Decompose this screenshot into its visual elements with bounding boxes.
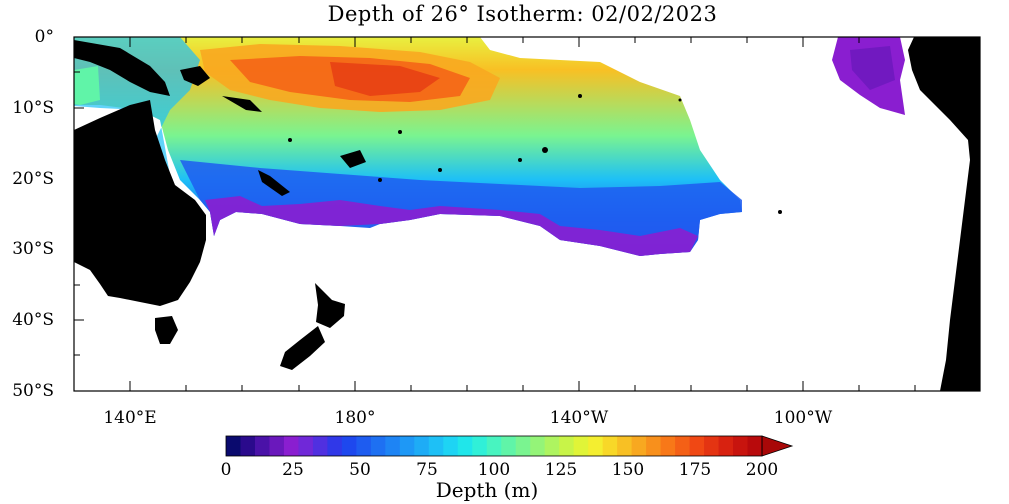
colorbar-swatch: [356, 436, 372, 456]
y-tick-30s: 30°S: [12, 239, 54, 259]
colorbar-swatch: [283, 436, 299, 456]
colorbar-tick-0: 0: [220, 460, 232, 480]
y-tick-10s: 10°S: [12, 98, 54, 118]
colorbar-swatch: [501, 436, 517, 456]
colorbar-swatch: [341, 436, 357, 456]
colorbar: [225, 435, 794, 457]
x-tick-140e: 140°E: [103, 408, 157, 428]
colorbar-swatch: [617, 436, 633, 456]
map-plot-area: [74, 37, 980, 391]
colorbar-swatch: [385, 436, 401, 456]
colorbar-swatch: [370, 436, 386, 456]
colorbar-swatch: [515, 436, 531, 456]
axis-ticks: [74, 36, 980, 391]
colorbar-swatch: [573, 436, 589, 456]
colorbar-swatch: [269, 436, 285, 456]
colorbar-frame: [225, 435, 763, 457]
colorbar-swatch: [486, 436, 502, 456]
colorbar-swatch: [689, 436, 705, 456]
colorbar-swatch: [559, 436, 575, 456]
colorbar-over-arrow: [761, 435, 794, 457]
land: [74, 37, 980, 391]
colorbar-swatch: [254, 436, 270, 456]
colorbar-swatch: [226, 436, 241, 456]
colorbar-tick-25: 25: [282, 460, 304, 480]
y-tick-50s: 50°S: [12, 381, 54, 401]
colorbar-title: Depth (m): [435, 478, 539, 502]
colorbar-swatch: [631, 436, 647, 456]
colorbar-swatch: [414, 436, 430, 456]
colorbar-tick-50: 50: [349, 460, 371, 480]
colorbar-swatch: [399, 436, 415, 456]
colorbar-swatch: [327, 436, 343, 456]
colorbar-swatch: [457, 436, 473, 456]
colorbar-swatch: [733, 436, 748, 456]
y-tick-40s: 40°S: [12, 310, 54, 330]
colorbar-swatch: [298, 436, 314, 456]
colorbar-swatch: [704, 436, 719, 456]
colorbar-swatch: [443, 436, 459, 456]
colorbar-tick-175: 175: [678, 460, 712, 480]
colorbar-tick-125: 125: [544, 460, 578, 480]
colorbar-tick-75: 75: [416, 460, 438, 480]
x-tick-140w: 140°W: [549, 408, 609, 428]
colorbar-swatch: [660, 436, 676, 456]
colorbar-swatch: [312, 436, 328, 456]
colorbar-swatch: [544, 436, 560, 456]
x-tick-100w: 100°W: [773, 408, 833, 428]
y-tick-20s: 20°S: [12, 169, 54, 189]
colorbar-swatch: [588, 436, 604, 456]
colorbar-tick-100: 100: [477, 460, 511, 480]
colorbar-tick-150: 150: [611, 460, 645, 480]
colorbar-swatch: [472, 436, 488, 456]
colorbar-swatch: [747, 436, 763, 456]
colorbar-swatch: [718, 436, 734, 456]
colorbar-swatch: [428, 436, 444, 456]
colorbar-tick-200: 200: [745, 460, 779, 480]
chart-title: Depth of 26° Isotherm: 02/02/2023: [327, 2, 718, 26]
y-tick-0: 0°: [34, 27, 54, 47]
colorbar-swatch: [602, 436, 618, 456]
colorbar-swatch: [646, 436, 661, 456]
x-tick-180: 180°: [334, 408, 376, 428]
colorbar-swatch: [675, 436, 690, 456]
colorbar-swatch: [240, 436, 256, 456]
colorbar-swatch: [530, 436, 546, 456]
